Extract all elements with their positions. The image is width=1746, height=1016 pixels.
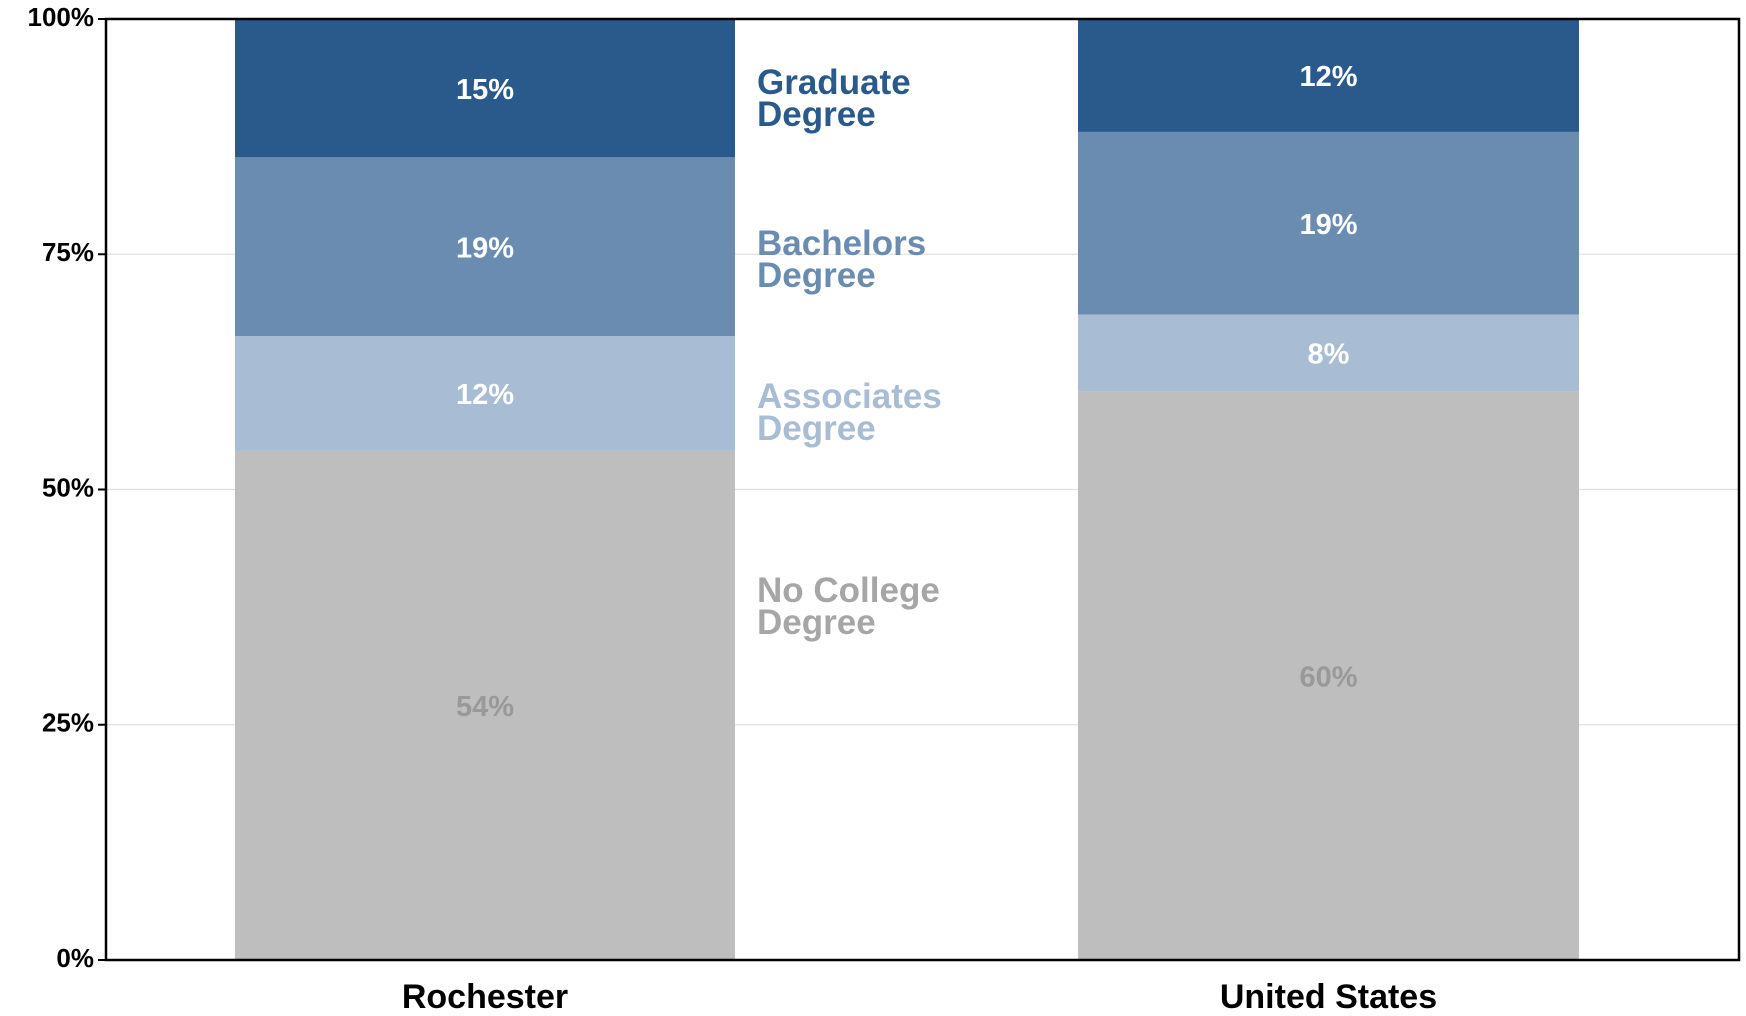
bar-segment	[235, 336, 735, 451]
bar-segment	[1078, 391, 1579, 960]
legend-line: Associates	[757, 377, 942, 416]
bar-segment	[235, 19, 735, 158]
y-tick-label: 75%	[42, 237, 94, 267]
value-label: 19%	[1299, 209, 1357, 241]
x-tick-label: United States	[1220, 978, 1437, 1016]
value-label: 8%	[1308, 339, 1350, 371]
y-tick-label: 50%	[42, 472, 94, 502]
y-tick-label: 100%	[28, 2, 95, 32]
bar-segment	[1078, 131, 1579, 315]
bar-segment	[1078, 19, 1579, 132]
value-label: 12%	[1299, 61, 1357, 93]
value-label: 19%	[456, 232, 514, 264]
value-label: 54%	[456, 691, 514, 723]
legend-line: Degree	[757, 409, 876, 448]
y-tick-label: 0%	[56, 943, 94, 973]
legend-label: Graduate Degree	[757, 63, 911, 134]
value-label: 12%	[456, 379, 514, 411]
legend-label: Bachelors Degree	[757, 224, 926, 295]
legend-line: No College	[757, 571, 940, 610]
legend-line: Degree	[757, 95, 876, 134]
legend-line: Bachelors	[757, 224, 926, 263]
legend-label: Associates Degree	[757, 377, 942, 448]
value-label: 60%	[1299, 661, 1357, 693]
plot-frame	[104, 17, 1741, 962]
bar-segment	[235, 157, 735, 337]
legend-label: No College Degree	[757, 571, 940, 642]
bar-segment	[1078, 314, 1579, 392]
legend-line: Graduate	[757, 63, 911, 102]
value-label: 15%	[456, 74, 514, 106]
x-tick-label: Rochester	[402, 978, 568, 1016]
bar-segment	[235, 450, 735, 960]
y-tick-label: 25%	[42, 708, 94, 738]
legend-line: Degree	[757, 256, 876, 295]
legend-line: Degree	[757, 603, 876, 642]
